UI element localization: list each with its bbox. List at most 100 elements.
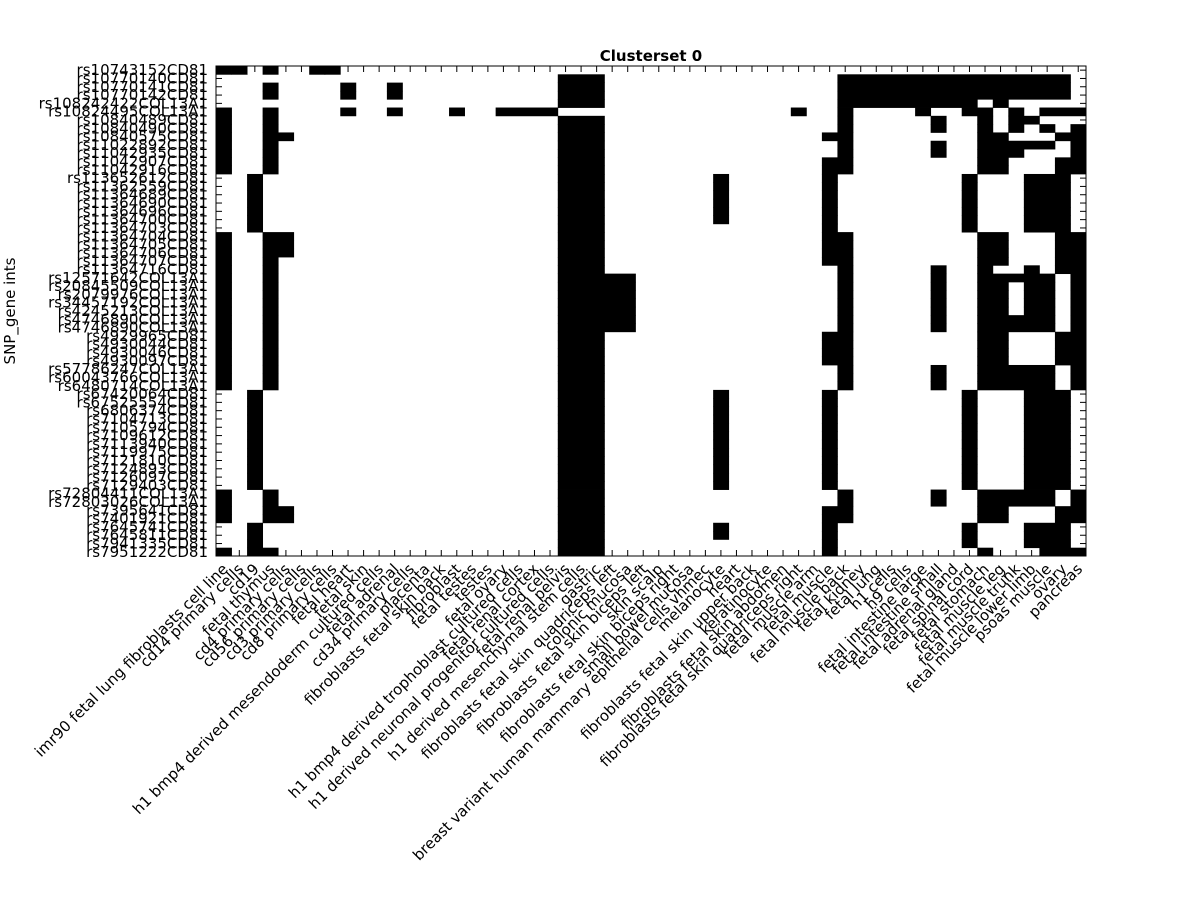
heatmap-cell — [821, 348, 854, 358]
heatmap-cell — [977, 165, 1009, 175]
heatmap-cell — [837, 140, 854, 150]
heatmap-cell — [262, 232, 295, 241]
heatmap-cell — [961, 423, 978, 432]
y-tick-label: rs7951222CD81 — [86, 543, 208, 561]
heatmap-cell — [977, 149, 1025, 158]
y-tick-label: rs6480714COL13A1 — [58, 377, 208, 395]
heatmap-cell — [557, 423, 605, 432]
y-tick-label: rs12571642COL13A1 — [48, 269, 208, 287]
heatmap-cell — [977, 489, 1056, 499]
heatmap-cell — [1070, 290, 1087, 299]
heatmap-cell — [557, 132, 605, 142]
heatmap-cell — [557, 273, 636, 283]
heatmap-cell — [821, 190, 838, 200]
heatmap-cell — [216, 140, 232, 150]
heatmap-cell — [930, 115, 947, 125]
y-tick-label: rs4746890COL13A1 — [58, 310, 208, 328]
heatmap-cell — [821, 506, 854, 515]
heatmap-cell — [262, 140, 279, 150]
heatmap-cell — [837, 149, 854, 158]
heatmap-cell — [262, 257, 279, 266]
heatmap-cell — [557, 448, 605, 457]
heatmap-cell — [930, 290, 947, 299]
y-tick-label: rs60043766COL13A1 — [48, 368, 208, 386]
heatmap-cell — [262, 115, 279, 125]
heatmap-cell — [262, 364, 279, 374]
heatmap-cell — [216, 232, 232, 241]
heatmap-cell — [247, 431, 264, 441]
heatmap-cell — [1054, 348, 1087, 358]
y-tick-labels: rs10743152CD81rs10770140CD81rs10770141CD… — [39, 61, 208, 561]
heatmap-cell — [1023, 472, 1071, 482]
heatmap-cell — [837, 74, 1071, 84]
heatmap-cell — [821, 340, 854, 349]
heatmap-cell — [386, 107, 403, 117]
heatmap-cell — [262, 132, 295, 142]
heatmap-cell — [1070, 149, 1087, 158]
heatmap-cell — [557, 539, 605, 549]
heatmap-cell — [216, 323, 232, 333]
y-tick-label: rs10840575CD81 — [77, 128, 208, 146]
heatmap-cell — [837, 298, 854, 308]
heatmap-cell — [821, 331, 854, 341]
heatmap-cell — [1054, 340, 1087, 349]
heatmap-cell — [557, 298, 636, 308]
heatmap-cell — [1023, 539, 1071, 549]
heatmap-cell — [557, 497, 605, 507]
heatmap-cell — [961, 481, 978, 490]
y-tick-label: rs10770141CD81 — [77, 78, 208, 96]
heatmap-cell — [262, 240, 295, 250]
heatmap-cell — [930, 381, 947, 391]
heatmap-cell — [821, 198, 838, 208]
heatmap-cell — [930, 265, 947, 275]
y-tick-label: rs11364700CD81 — [77, 211, 208, 229]
heatmap-cell — [247, 547, 279, 557]
heatmap-cell — [1023, 223, 1071, 233]
heatmap-cell — [821, 522, 838, 532]
heatmap-cell — [713, 522, 730, 532]
heatmap-cell — [837, 315, 854, 324]
heatmap-cell — [1070, 373, 1087, 382]
heatmap-cell — [247, 398, 264, 407]
heatmap-cell — [557, 140, 605, 150]
heatmap-cell — [557, 281, 636, 291]
heatmap-cell — [495, 107, 559, 117]
heatmap-cell — [837, 381, 854, 391]
heatmap-cell — [1008, 124, 1025, 133]
heatmap-cell — [821, 157, 854, 167]
heatmap-cell — [247, 423, 264, 432]
heatmap-cell — [216, 356, 232, 366]
heatmap-cell — [977, 323, 1056, 333]
heatmap-cell — [557, 489, 605, 499]
heatmap-cell — [247, 389, 264, 399]
heatmap-cell — [247, 481, 264, 490]
heatmap-cell — [977, 140, 1056, 150]
plot-frame — [215, 65, 1087, 557]
heatmap-cell — [821, 207, 838, 216]
heatmap-cell — [1054, 356, 1087, 366]
y-tick-label: rs10840490CD81 — [77, 119, 208, 137]
heatmap-cell — [977, 240, 1009, 250]
heatmap-cell — [977, 497, 1056, 507]
heatmap-cell — [557, 456, 605, 466]
heatmap-cell — [557, 115, 605, 125]
heatmap-cell — [557, 315, 636, 324]
heatmap-cell — [713, 173, 730, 183]
heatmap-cell — [821, 389, 838, 399]
heatmap-cell — [713, 414, 730, 424]
heatmap-cell — [977, 373, 1056, 382]
heatmap-cell — [821, 182, 838, 191]
heatmap-cell — [1023, 406, 1071, 416]
heatmap-cell — [930, 124, 947, 133]
heatmap-cell — [1070, 273, 1087, 283]
heatmap-cell — [961, 406, 978, 416]
heatmap-cell — [557, 149, 605, 158]
heatmap-cell — [1023, 298, 1056, 308]
heatmap-cell — [1023, 531, 1071, 540]
heatmap-cell — [961, 522, 978, 532]
heatmap-cell — [557, 240, 605, 250]
heatmap-cell — [930, 140, 947, 150]
heatmap-cell — [449, 107, 465, 117]
heatmap-cell — [961, 456, 978, 466]
heatmap-cell — [837, 82, 1071, 92]
